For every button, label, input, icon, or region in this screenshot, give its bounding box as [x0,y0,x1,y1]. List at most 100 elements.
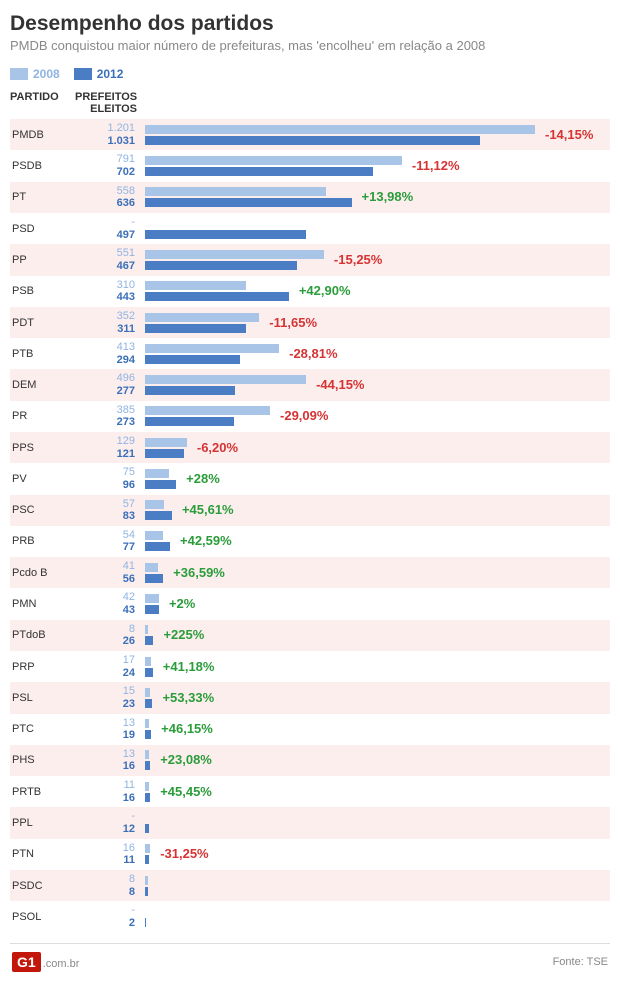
value-pair: 5477 [75,529,145,554]
table-row: PSD-497 [10,213,610,244]
rows-container: PMDB1.2011.031-14,15%PSDB791702-11,12%PT… [10,119,610,932]
party-name: PMDB [10,129,75,141]
pct-change: -11,65% [269,315,317,330]
table-row: Pcdo B4156+36,59% [10,557,610,588]
party-name: PV [10,473,75,485]
party-name: PR [10,410,75,422]
legend-item-2012: 2012 [74,67,124,81]
value-2012: 26 [75,635,135,648]
bar-2008 [145,657,151,666]
value-2012: 56 [75,573,135,586]
header-values: PREFEITOSELEITOS [75,91,145,115]
value-2008: 413 [75,341,135,354]
pct-change: -44,15% [316,377,364,392]
bar-2008 [145,438,187,447]
bar-2012 [145,136,480,145]
value-pair: 826 [75,623,145,648]
value-2008: 13 [75,748,135,761]
party-name: PSD [10,223,75,235]
bar-2012 [145,855,149,864]
value-pair: -497 [75,216,145,241]
bar-2012 [145,417,234,426]
value-2012: 11 [75,854,135,867]
party-name: Pcdo B [10,567,75,579]
table-row: PV7596+28% [10,463,610,494]
party-name: PPS [10,442,75,454]
bar-2008 [145,719,149,728]
bar-2012 [145,261,297,270]
bar-2012 [145,668,153,677]
party-name: PHS [10,754,75,766]
value-2012: 1.031 [75,135,135,148]
value-2008: 17 [75,654,135,667]
party-name: PTB [10,348,75,360]
value-2012: 8 [75,886,135,899]
bar-area: +36,59% [145,561,610,585]
bar-2012 [145,230,306,239]
party-name: PRTB [10,786,75,798]
table-row: PMN4243+2% [10,588,610,619]
value-2008: 42 [75,591,135,604]
bar-2008 [145,250,324,259]
table-row: PSL1523+53,33% [10,682,610,713]
value-2008: 57 [75,498,135,511]
table-row: PPS129121-6,20% [10,432,610,463]
party-name: PSB [10,285,75,297]
value-2012: 96 [75,479,135,492]
table-row: PTC1319+46,15% [10,714,610,745]
value-2012: 273 [75,416,135,429]
bar-2008 [145,531,163,540]
value-pair: 791702 [75,153,145,178]
legend: 2008 2012 [10,67,610,81]
bar-2008 [145,563,158,572]
header-bars-spacer [145,91,610,115]
party-name: PTC [10,723,75,735]
table-row: PSOL-2 [10,901,610,932]
bar-2012 [145,730,151,739]
chart-subtitle: PMDB conquistou maior número de prefeitu… [10,38,610,53]
value-2012: 77 [75,541,135,554]
value-2012: 636 [75,197,135,210]
bar-2008 [145,782,149,791]
value-2012: 23 [75,698,135,711]
value-2008: 16 [75,842,135,855]
bar-2008 [145,406,270,415]
bar-2008 [145,844,150,853]
bar-area: +42,90% [145,279,610,303]
bar-2008 [145,344,279,353]
bar-area: +2% [145,592,610,616]
value-pair: 1523 [75,685,145,710]
value-pair: 413294 [75,341,145,366]
bar-2012 [145,699,152,708]
table-row: PDT352311-11,65% [10,307,610,338]
value-pair: 129121 [75,435,145,460]
value-2012: 19 [75,729,135,742]
party-name: PSDB [10,160,75,172]
party-name: PTdoB [10,629,75,641]
value-2012: 121 [75,448,135,461]
table-row: PSC5783+45,61% [10,495,610,526]
bar-2008 [145,688,150,697]
bar-area: +53,33% [145,686,610,710]
bar-2012 [145,167,373,176]
bar-area: -6,20% [145,436,610,460]
value-2012: 24 [75,667,135,680]
pct-change: +23,08% [160,752,212,767]
pct-change: -28,81% [289,346,337,361]
value-pair: -2 [75,904,145,929]
value-pair: 496277 [75,372,145,397]
bar-area [145,811,610,835]
value-pair: 1611 [75,842,145,867]
value-2008: 385 [75,404,135,417]
legend-item-2008: 2008 [10,67,60,81]
chart-container: Desempenho dos partidos PMDB conquistou … [0,0,620,980]
bar-2008 [145,313,259,322]
bar-2008 [145,125,535,134]
value-2008: 75 [75,466,135,479]
pct-change: +36,59% [173,565,225,580]
bar-2012 [145,824,149,833]
value-pair: 5783 [75,498,145,523]
bar-area: -28,81% [145,342,610,366]
bar-2008 [145,876,148,885]
bar-2008 [145,500,164,509]
